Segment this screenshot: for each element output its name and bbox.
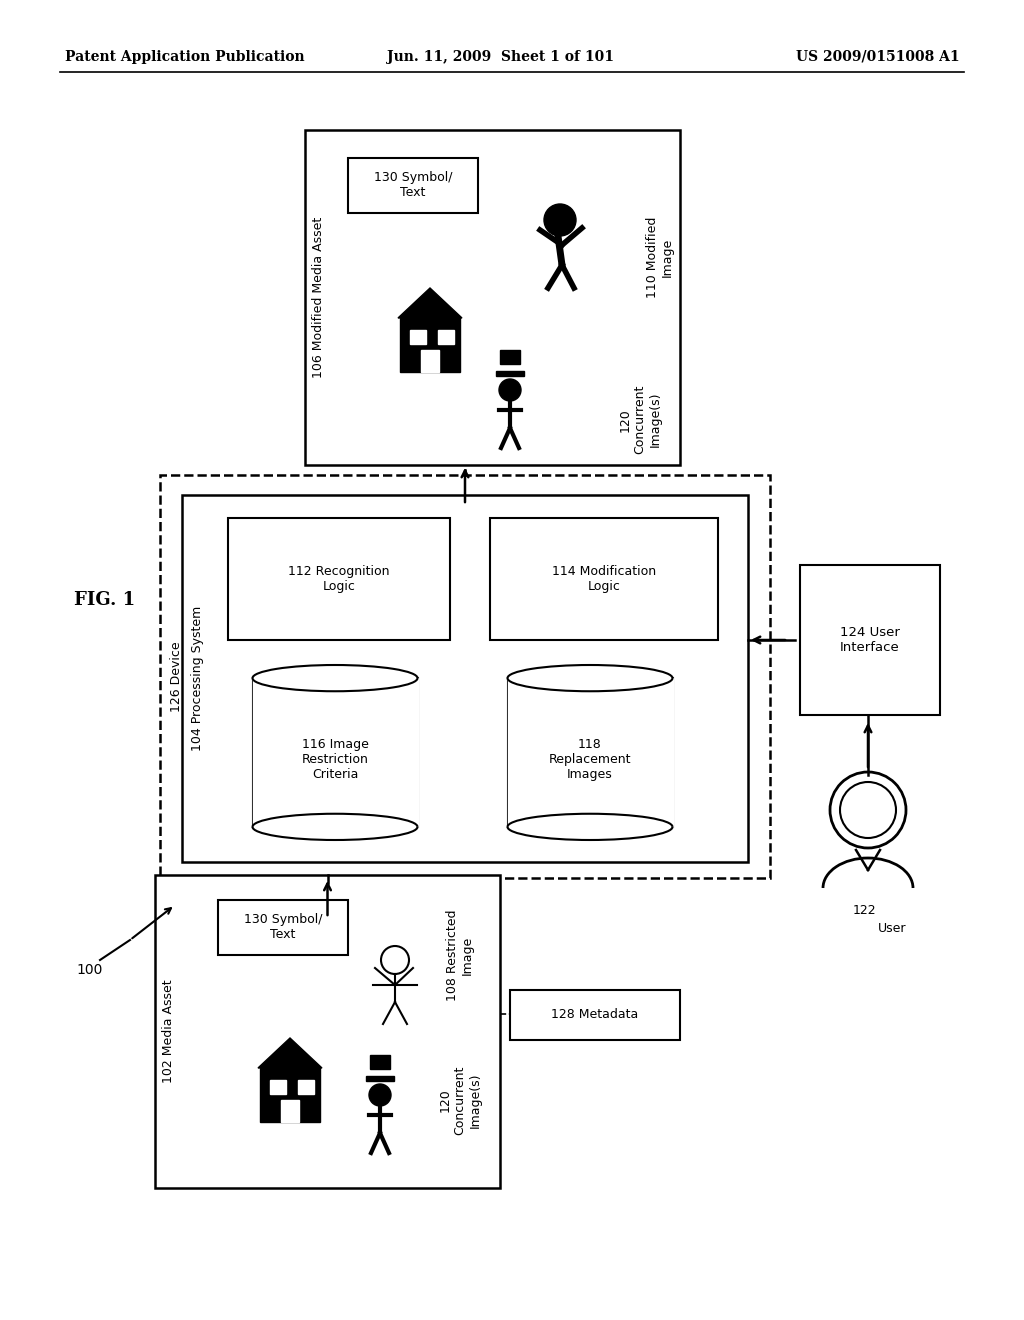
Bar [298, 1080, 314, 1094]
Bar [370, 1055, 390, 1069]
Text: Jun. 11, 2009  Sheet 1 of 101: Jun. 11, 2009 Sheet 1 of 101 [386, 50, 613, 63]
Text: 112 Recognition
Logic: 112 Recognition Logic [288, 565, 390, 593]
Bar [508, 678, 673, 826]
Text: 128 Metadata: 128 Metadata [551, 1008, 639, 1022]
Text: 130 Symbol/
Text: 130 Symbol/ Text [244, 913, 323, 941]
Bar [160, 475, 770, 878]
Text: 104 Processing System: 104 Processing System [191, 606, 205, 751]
Bar [438, 330, 454, 345]
Bar [155, 875, 500, 1188]
Bar [228, 517, 450, 640]
Ellipse shape [253, 665, 418, 692]
Bar [270, 1080, 286, 1094]
Bar [218, 900, 348, 954]
Bar [305, 129, 680, 465]
Text: 108 Restricted
Image: 108 Restricted Image [446, 909, 474, 1001]
Polygon shape [398, 288, 462, 318]
Text: US 2009/0151008 A1: US 2009/0151008 A1 [797, 50, 961, 63]
Bar [366, 1076, 394, 1081]
Text: 118
Replacement
Images: 118 Replacement Images [549, 738, 631, 780]
Circle shape [369, 1084, 391, 1106]
Bar [490, 517, 718, 640]
Bar [182, 495, 748, 862]
Text: 110 Modified
Image: 110 Modified Image [646, 216, 674, 298]
Text: 116 Image
Restriction
Criteria: 116 Image Restriction Criteria [301, 738, 369, 780]
Circle shape [544, 205, 575, 236]
Text: 102 Media Asset: 102 Media Asset [163, 979, 175, 1084]
Circle shape [499, 379, 521, 401]
Text: 126 Device: 126 Device [170, 642, 182, 711]
Bar [496, 371, 524, 376]
Bar [348, 158, 478, 213]
Bar [510, 990, 680, 1040]
Bar [281, 1100, 299, 1122]
Text: 124 User
Interface: 124 User Interface [840, 626, 900, 653]
Text: 120
Concurrent
Image(s): 120 Concurrent Image(s) [618, 385, 662, 454]
Text: 122: 122 [853, 903, 877, 916]
Text: User: User [878, 921, 906, 935]
Text: 120
Concurrent
Image(s): 120 Concurrent Image(s) [438, 1065, 481, 1135]
Bar [400, 318, 460, 372]
Text: 100: 100 [77, 964, 103, 977]
Polygon shape [258, 1038, 322, 1068]
Bar [421, 350, 439, 372]
Bar [500, 350, 520, 364]
Bar [260, 1068, 319, 1122]
Bar [410, 330, 426, 345]
Text: FIG. 1: FIG. 1 [75, 591, 135, 609]
Ellipse shape [508, 665, 673, 692]
Text: Patent Application Publication: Patent Application Publication [65, 50, 304, 63]
Bar [253, 678, 418, 826]
Text: 106 Modified Media Asset: 106 Modified Media Asset [312, 216, 326, 378]
Text: 130 Symbol/
Text: 130 Symbol/ Text [374, 172, 453, 199]
Text: 114 Modification
Logic: 114 Modification Logic [552, 565, 656, 593]
Bar [800, 565, 940, 715]
